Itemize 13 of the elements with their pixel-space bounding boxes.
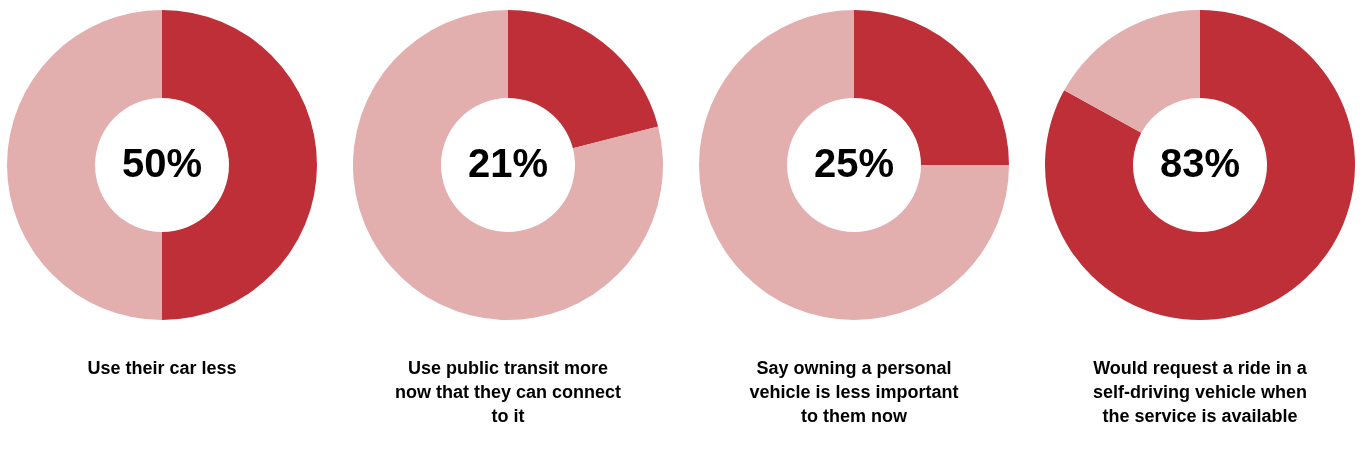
donut-slice	[699, 10, 1009, 320]
donut-slice	[1064, 10, 1200, 133]
data-label: 50%	[121, 141, 203, 185]
data-label: 25%	[813, 141, 895, 185]
text: Would request a ride in a self-driving vehicle when the service is available	[1092, 358, 1308, 426]
donut-slice	[1045, 10, 1355, 320]
donut-slice	[508, 10, 659, 149]
data-label: 83%	[1159, 141, 1241, 185]
text: Use public transit more now that they can connect to it	[394, 358, 622, 426]
donut-slice	[353, 10, 663, 320]
text: Use their car less	[87, 358, 237, 378]
data-label: 21%	[467, 141, 549, 185]
text: Say owning a personal vehicle is less important to them now	[749, 358, 959, 426]
